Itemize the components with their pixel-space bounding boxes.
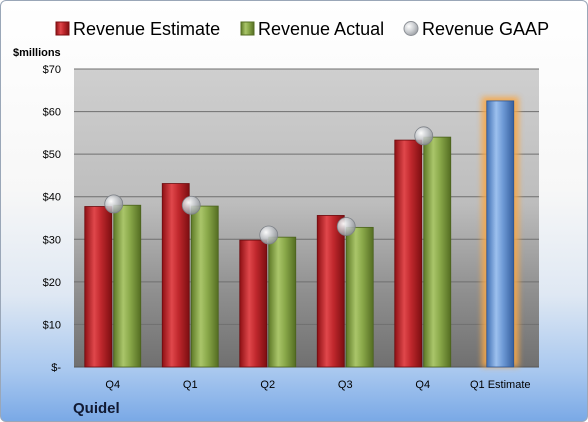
marker-revenue-gaap[interactable] xyxy=(259,225,279,245)
y-tick-label: $- xyxy=(51,362,61,374)
y-tick-label: $30 xyxy=(43,234,61,246)
x-tick-label: Q1 xyxy=(183,379,198,391)
legend-label-estimate: Revenue Estimate xyxy=(73,19,220,39)
bars xyxy=(84,96,519,368)
marker-revenue-gaap[interactable] xyxy=(181,195,201,215)
legend-label-gaap: Revenue GAAP xyxy=(422,19,549,39)
bar-revenue-estimate[interactable] xyxy=(161,183,190,368)
bar-revenue-actual[interactable] xyxy=(345,226,374,368)
legend-item-revenue-estimate[interactable]: Revenue Estimate xyxy=(55,19,220,39)
x-tick-label: Q4 xyxy=(105,379,120,391)
y-axis-ticks: $- $10 $20 $30 $40 $50 $60 $70 xyxy=(43,64,62,374)
x-tick-label: Q1 Estimate xyxy=(470,379,531,391)
y-tick-label: $40 xyxy=(43,192,61,204)
x-axis-ticks: Q4 Q1 Q2 Q3 Q4 Q1 Estimate xyxy=(105,379,530,391)
x-tick-label: Q4 xyxy=(415,379,430,391)
legend: Revenue Estimate Revenue Actual Revenue … xyxy=(55,19,549,39)
y-tick-label: $10 xyxy=(43,319,61,331)
bar-revenue-actual[interactable] xyxy=(423,136,452,368)
legend-label-actual: Revenue Actual xyxy=(258,19,384,39)
legend-item-revenue-actual[interactable]: Revenue Actual xyxy=(240,19,384,39)
company-name: Quidel xyxy=(73,400,120,417)
legend-swatch-estimate xyxy=(55,21,70,36)
y-axis-unit: $millions xyxy=(13,47,61,59)
gaap-markers xyxy=(104,126,434,245)
legend-item-revenue-gaap[interactable]: Revenue GAAP xyxy=(403,19,549,39)
bar-revenue-estimate[interactable] xyxy=(84,206,113,368)
marker-revenue-gaap[interactable] xyxy=(414,126,434,146)
x-tick-label: Q3 xyxy=(338,379,353,391)
legend-swatch-actual xyxy=(240,21,255,36)
y-tick-label: $70 xyxy=(43,64,61,76)
y-tick-label: $50 xyxy=(43,149,61,161)
legend-swatch-gaap xyxy=(403,21,419,36)
marker-revenue-gaap[interactable] xyxy=(104,194,124,214)
bar-revenue-estimate[interactable] xyxy=(239,239,268,368)
bar-revenue-actual[interactable] xyxy=(190,205,219,368)
bar-revenue-actual[interactable] xyxy=(268,236,297,368)
bar-q1-estimate[interactable] xyxy=(486,100,515,368)
y-tick-label: $20 xyxy=(43,277,61,289)
bar-revenue-estimate[interactable] xyxy=(316,215,345,368)
x-tick-label: Q2 xyxy=(260,379,275,391)
bar-revenue-estimate[interactable] xyxy=(394,139,423,368)
y-tick-label: $60 xyxy=(43,107,61,119)
bar-revenue-actual[interactable] xyxy=(113,204,142,368)
gridlines xyxy=(74,68,539,368)
plot-area xyxy=(74,69,539,367)
marker-revenue-gaap[interactable] xyxy=(336,217,356,236)
